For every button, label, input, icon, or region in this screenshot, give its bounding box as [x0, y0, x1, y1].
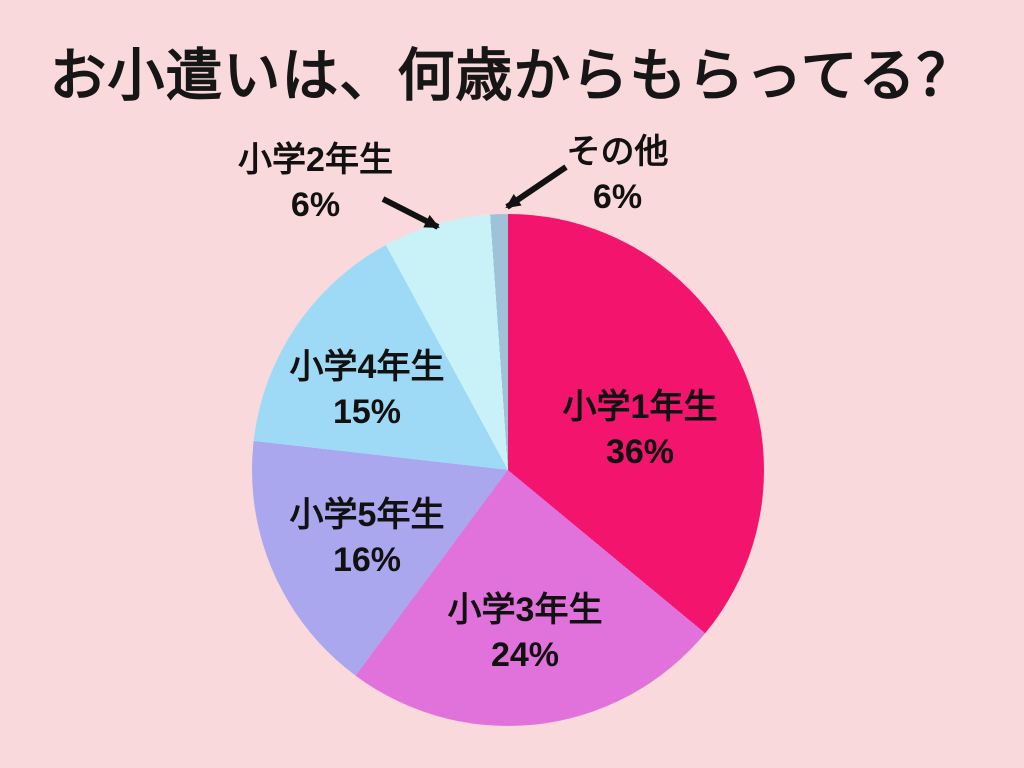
slice-label-grade4: 小学4年生 15%	[267, 345, 467, 435]
slice-percent: 24%	[490, 636, 560, 674]
slice-percent: 15%	[332, 393, 402, 431]
slice-name: 小学4年生	[289, 348, 445, 386]
chart-title: お小遣いは、何歳からもらってる？	[49, 44, 975, 108]
slice-name: 小学2年生	[238, 141, 393, 179]
pie-chart	[252, 214, 764, 726]
slice-label-other: その他 6%	[545, 130, 690, 220]
slice-name: 小学5年生	[289, 496, 445, 534]
slice-label-grade5: 小学5年生 16%	[267, 493, 467, 583]
slice-label-grade3: 小学3年生 24%	[425, 588, 625, 678]
slice-percent: 6%	[592, 178, 643, 216]
slice-name: その他	[566, 133, 669, 171]
slice-name: 小学3年生	[447, 591, 603, 629]
slice-name: 小学1年生	[562, 388, 718, 426]
slice-label-grade2: 小学2年生 6%	[218, 138, 413, 228]
slice-percent: 36%	[605, 433, 675, 471]
slice-label-grade1: 小学1年生 36%	[540, 385, 740, 475]
slice-percent: 16%	[332, 541, 402, 579]
slice-percent: 6%	[290, 186, 341, 224]
